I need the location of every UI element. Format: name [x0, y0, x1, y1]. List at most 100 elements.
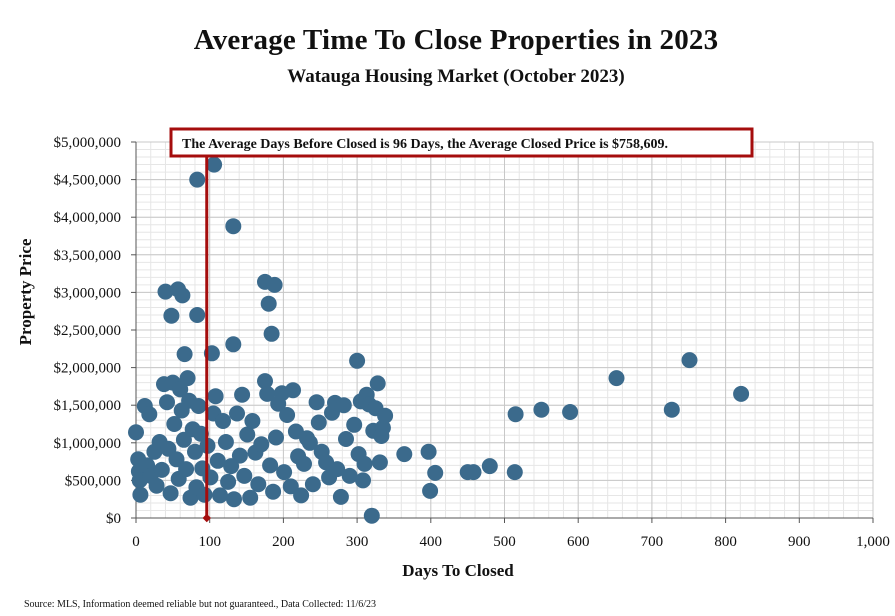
y-tick-label: $3,000,000	[54, 285, 122, 301]
data-point	[266, 276, 283, 293]
data-point	[301, 434, 318, 451]
y-tick-label: $4,000,000	[54, 210, 122, 226]
data-point	[176, 346, 193, 363]
data-point	[349, 352, 366, 369]
data-point	[229, 405, 245, 422]
data-point	[207, 388, 224, 405]
data-point	[262, 457, 279, 474]
data-point	[202, 469, 219, 486]
data-point	[223, 458, 240, 475]
data-point	[265, 483, 282, 500]
grid-lines	[136, 141, 874, 518]
data-point	[562, 404, 579, 420]
data-point	[253, 436, 270, 453]
data-point	[187, 443, 203, 460]
data-point	[226, 491, 242, 508]
annotation-text: The Average Days Before Closed is 96 Day…	[182, 137, 668, 152]
y-tick-labels: $0 $500,000 $1,000,000 $1,500,000 $2,000,000…	[54, 135, 122, 527]
data-point	[341, 467, 358, 484]
data-point	[422, 482, 439, 499]
data-point	[293, 487, 310, 504]
data-point	[212, 487, 228, 504]
x-tick-label: 200	[272, 534, 295, 550]
data-point	[282, 478, 299, 495]
source-note: Source: MLS, Information deemed reliable…	[24, 599, 377, 610]
x-tick-label: 800	[714, 534, 737, 550]
data-point	[276, 464, 293, 481]
data-point	[209, 452, 226, 469]
data-point	[310, 414, 327, 431]
x-axis-label: Days To Closed	[402, 561, 514, 580]
data-point	[231, 447, 248, 464]
data-point	[377, 407, 394, 424]
y-tick-label: $4,500,000	[54, 173, 122, 189]
data-point	[217, 434, 234, 450]
data-point	[166, 416, 183, 432]
data-point	[242, 489, 259, 506]
data-point	[346, 416, 363, 433]
x-tick-label: 1,000	[856, 534, 890, 550]
data-point	[196, 486, 213, 503]
data-point	[225, 218, 242, 235]
data-point	[163, 307, 180, 324]
y-tick-label: $0	[106, 511, 121, 527]
data-point	[189, 307, 206, 323]
x-tick-label: 300	[346, 534, 369, 550]
data-point	[363, 507, 380, 524]
data-point	[308, 394, 325, 411]
data-point	[427, 464, 444, 481]
chart-title: Average Time To Close Properties in 2023	[193, 24, 719, 56]
y-tick-label: $1,000,000	[54, 436, 122, 452]
data-point	[179, 370, 196, 387]
data-point	[329, 461, 346, 478]
data-point	[260, 295, 277, 312]
data-point	[220, 473, 237, 490]
data-point	[332, 488, 349, 505]
data-point	[236, 467, 253, 484]
data-point	[174, 287, 191, 304]
data-point	[355, 472, 371, 489]
data-point	[296, 455, 312, 472]
data-point	[465, 464, 482, 481]
data-point	[206, 156, 223, 173]
x-tick-label: 900	[788, 534, 811, 550]
y-tick-label: $3,500,000	[54, 248, 122, 264]
data-point	[263, 325, 280, 342]
data-point	[733, 385, 750, 402]
y-tick-label: $2,500,000	[54, 323, 122, 339]
data-points	[128, 156, 750, 524]
data-point	[244, 413, 261, 429]
y-tick-label: $5,000,000	[54, 135, 122, 151]
data-point	[178, 461, 195, 478]
data-point	[506, 464, 523, 481]
data-point	[132, 486, 149, 503]
y-tick-label: $2,000,000	[54, 361, 122, 377]
data-point	[481, 458, 498, 475]
data-point	[533, 401, 550, 418]
data-point	[507, 406, 524, 423]
data-point	[259, 385, 276, 402]
data-point	[304, 476, 321, 493]
data-point	[396, 446, 413, 463]
x-tick-label: 600	[567, 534, 590, 550]
chart-subtitle: Watauga Housing Market (October 2023)	[287, 66, 625, 87]
data-point	[168, 451, 185, 468]
y-tick-label: $500,000	[65, 473, 121, 489]
data-point	[225, 336, 242, 353]
data-point	[681, 352, 698, 369]
data-point	[335, 397, 352, 414]
x-tick-label: 0	[132, 534, 140, 550]
data-point	[128, 424, 144, 441]
data-point	[172, 381, 189, 398]
y-tick-label: $1,500,000	[54, 398, 122, 414]
data-point	[190, 398, 207, 414]
data-point	[148, 477, 165, 494]
data-point	[279, 407, 296, 423]
data-point	[162, 485, 179, 502]
data-point	[369, 375, 386, 392]
data-point	[141, 406, 158, 423]
x-tick-label: 400	[420, 534, 443, 550]
annotation-box: The Average Days Before Closed is 96 Day…	[169, 127, 754, 158]
data-point	[239, 426, 256, 443]
